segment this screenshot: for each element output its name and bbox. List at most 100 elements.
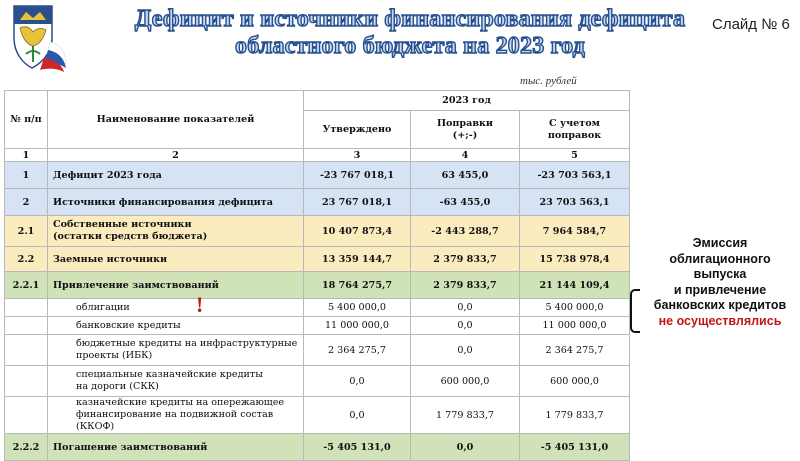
table-row: специальные казначейские кредиты на доро… [4,365,630,397]
header-amendments-line-2: (+;-) [452,129,478,141]
row-approved: 10 407 873,4 [303,215,411,247]
note-line: и привлечение [673,282,767,297]
column-number: 5 [519,148,630,162]
row-approved: 13 359 144,7 [303,246,411,272]
row-approved: 0,0 [303,365,411,397]
row-name: казначейские кредиты на опережающее фина… [47,396,304,434]
row-total: -5 405 131,0 [519,433,630,461]
header-name: Наименование показателей [47,90,304,149]
row-name: облигации [47,298,304,317]
row-name: Дефицит 2023 года [47,161,304,189]
row-total: 7 964 584,7 [519,215,630,247]
slide-number: Слайд № 6 [712,16,790,33]
row-total: 23 703 563,1 [519,188,630,216]
row-name-line-2: на дороги (СКК) [76,381,159,392]
row-total: 21 144 109,4 [519,271,630,299]
slide-title-line-1: Дефицит и источники финансирования дефиц… [134,5,686,32]
note-line: выпуска [693,267,747,281]
coat-of-arms-icon [13,5,67,72]
row-num: 2.2.2 [4,433,48,461]
note-line: банковских кредитов [653,298,787,312]
row-name: Заемные источники [47,246,304,272]
row-amendments: 0,0 [410,316,520,335]
row-amendments: -63 455,0 [410,188,520,216]
row-total: -23 703 563,1 [519,161,630,189]
row-amendments: -2 443 288,7 [410,215,520,247]
column-number: 1 [4,148,48,162]
note-line: Эмиссия [692,236,748,250]
row-amendments: 63 455,0 [410,161,520,189]
row-name-line-1: бюджетные кредиты на инфраструктурные [76,338,298,349]
row-name-line-1: специальные казначейские кредиты [76,369,263,380]
column-number-row: 1 2 3 4 5 [4,148,630,162]
row-approved: -5 405 131,0 [303,433,411,461]
row-name: Погашение заимствований [47,433,304,461]
slide-title-line-2: областного бюджета на 2023 год [234,32,585,59]
table-row: 2.1 Собственные источники (остатки средс… [4,215,630,247]
row-total: 600 000,0 [519,365,630,397]
deficit-table: № п/п Наименование показателей 2023 год … [4,90,630,461]
units-label: тыс. рублей [520,75,577,87]
row-total: 1 779 833,7 [519,396,630,434]
row-amendments: 0,0 [410,433,520,461]
row-total: 5 400 000,0 [519,298,630,317]
row-approved: 23 767 018,1 [303,188,411,216]
row-total: 15 738 978,4 [519,246,630,272]
row-amendments: 0,0 [410,298,520,317]
row-name: банковские кредиты [47,316,304,335]
row-amendments: 0,0 [410,334,520,366]
header-amendments: Поправки (+;-) [410,110,520,149]
row-num: 2.2.1 [4,271,48,299]
row-num [4,334,48,366]
note-highlight: не осуществлялись [658,313,782,328]
row-name: специальные казначейские кредиты на доро… [47,365,304,397]
table-row: 2.2.1 Привлечение заимствований 18 764 2… [4,271,630,299]
curly-bracket-icon [630,289,640,333]
table-row: 2.2 Заемные источники 13 359 144,7 2 379… [4,246,630,272]
row-total: 11 000 000,0 [519,316,630,335]
row-approved: -23 767 018,1 [303,161,411,189]
slide-title: Дефицит и источники финансирования дефиц… [90,5,730,60]
row-name-line-1: казначейские кредиты на опережающее [76,397,285,409]
row-num [4,396,48,434]
table-row: банковские кредиты 11 000 000,0 0,0 11 0… [4,316,630,335]
row-name: Источники финансирования дефицита [47,188,304,216]
header-with-amendments-line-2: поправок [547,129,602,141]
note-line: облигационного [669,251,771,266]
row-name: Собственные источники (остатки средств б… [47,215,304,247]
header-approved: Утверждено [303,110,411,149]
row-approved: 0,0 [303,396,411,434]
row-approved: 5 400 000,0 [303,298,411,317]
row-amendments: 1 779 833,7 [410,396,520,434]
row-approved: 18 764 275,7 [303,271,411,299]
header-num: № п/п [4,90,48,149]
column-number: 3 [303,148,411,162]
row-name: Привлечение заимствований [47,271,304,299]
row-amendments: 2 379 833,7 [410,246,520,272]
header-with-amendments: С учетом поправок [519,110,630,149]
row-num [4,365,48,397]
row-amendments: 600 000,0 [410,365,520,397]
table-row: 2.2.2 Погашение заимствований -5 405 131… [4,433,630,461]
table-row: бюджетные кредиты на инфраструктурные пр… [4,334,630,366]
row-name-line-2: (остатки средств бюджета) [53,231,208,242]
exclamation-mark: ! [196,292,204,317]
column-number: 2 [47,148,304,162]
row-approved: 11 000 000,0 [303,316,411,335]
row-amendments: 2 379 833,7 [410,271,520,299]
column-number: 4 [410,148,520,162]
row-name-line-2: финансирование на подвижной состав (ККОФ… [76,409,274,432]
table-row: облигации 5 400 000,0 0,0 5 400 000,0 [4,298,630,317]
row-num: 2.2 [4,246,48,272]
row-num: 2.1 [4,215,48,247]
row-name-line-1: Собственные источники [53,219,192,230]
row-approved: 2 364 275,7 [303,334,411,366]
header-amendments-line-1: Поправки [436,117,494,129]
row-num: 1 [4,161,48,189]
row-num: 2 [4,188,48,216]
row-name-line-2: проекты (ИБК) [76,350,153,361]
row-total: 2 364 275,7 [519,334,630,366]
table-row: 2 Источники финансирования дефицита 23 7… [4,188,630,216]
table-row: казначейские кредиты на опережающее фина… [4,396,630,434]
annotation-note: Эмиссия облигационного выпуска и привлеч… [640,236,800,329]
